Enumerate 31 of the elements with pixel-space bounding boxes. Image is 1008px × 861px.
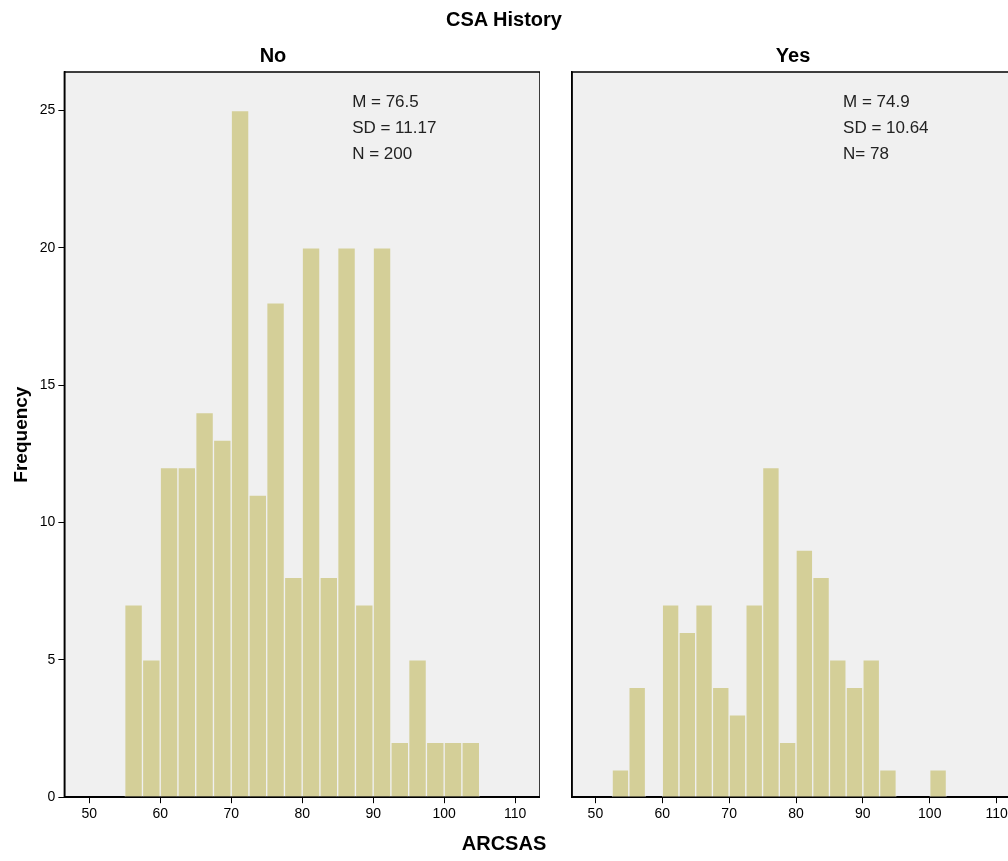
y-tick-label: 10 [39,513,56,530]
annotation: N= 78 [843,144,889,164]
annotation: N = 200 [352,144,413,164]
y-tick-label: 5 [47,650,56,667]
x-tick-label: 70 [223,805,240,822]
x-tick-label: 70 [721,805,738,822]
x-tick-label: 100 [432,805,457,822]
annotation: M = 76.5 [352,92,419,112]
x-tick-label: 60 [654,805,671,822]
x-tick-label: 50 [81,805,98,822]
x-tick-label: 90 [365,805,382,822]
x-tick-label: 60 [152,805,169,822]
chart-subtitle: Yes [775,43,811,66]
x-tick-label: 100 [918,805,942,822]
y-tick-label: 25 [39,101,56,118]
annotation: SD = 11.17 [352,118,437,138]
x-axis-title: ARCSAS [460,832,548,855]
x-tick-label: 50 [587,805,604,822]
y-axis-title: Frequency [9,386,31,483]
chart-title: CSA History [445,8,563,31]
annotation: SD = 10.64 [843,118,929,138]
annotation: M = 74.9 [843,92,910,112]
y-tick-label: 15 [39,376,56,393]
x-tick-label: 80 [788,805,804,822]
x-tick-label: 90 [855,805,871,822]
y-tick-label: 20 [39,238,56,255]
y-tick-label: 0 [47,788,56,805]
chart-subtitle: No [259,43,287,66]
x-tick-label: 110 [503,805,527,822]
x-tick-label: 110 [985,805,1008,822]
x-tick-label: 80 [294,805,311,822]
